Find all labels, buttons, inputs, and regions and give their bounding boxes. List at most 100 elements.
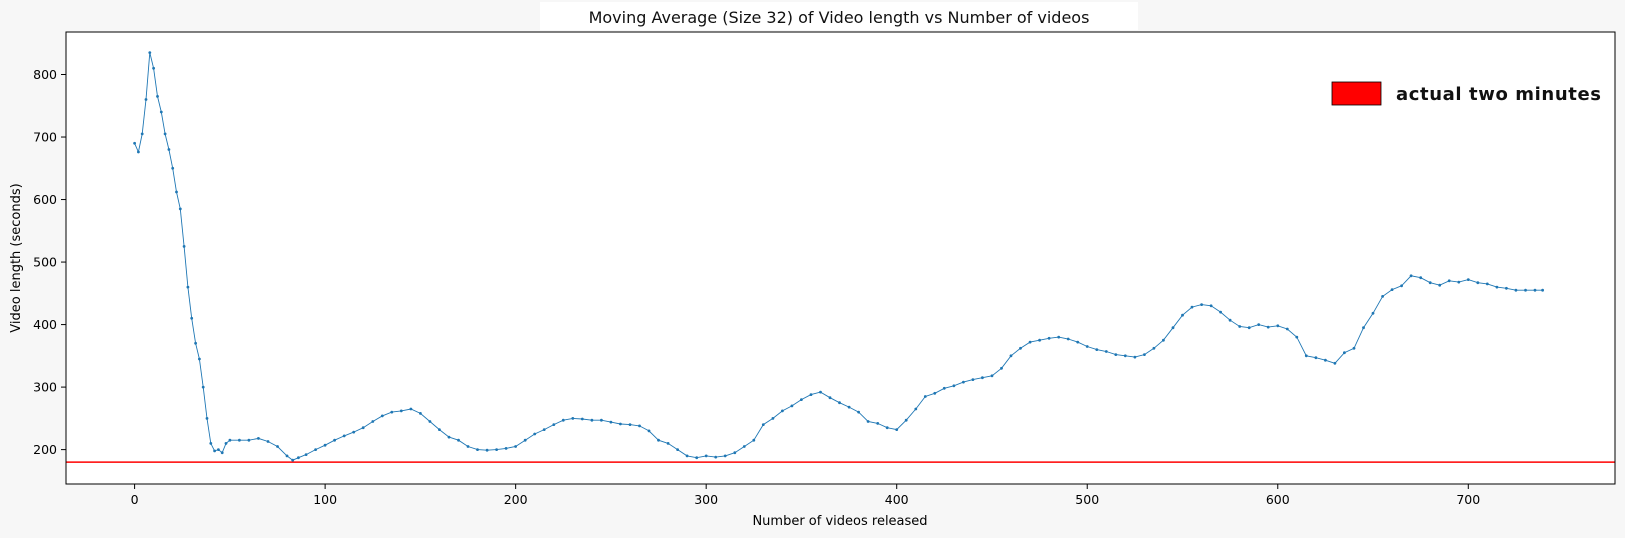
- data-point: [1114, 353, 1118, 356]
- data-point: [990, 374, 994, 378]
- data-point: [904, 418, 908, 422]
- data-point: [1028, 340, 1032, 344]
- data-point: [1095, 348, 1099, 351]
- data-point: [809, 393, 813, 396]
- data-point: [714, 455, 718, 459]
- data-point: [371, 420, 375, 423]
- data-point: [1162, 338, 1165, 342]
- data-point: [857, 410, 860, 414]
- data-point: [457, 438, 460, 442]
- data-point: [1524, 288, 1527, 292]
- data-point: [1228, 318, 1232, 322]
- data-point: [152, 66, 156, 70]
- data-point: [182, 245, 186, 248]
- data-point: [676, 448, 679, 451]
- data-point: [201, 385, 205, 389]
- data-point: [1352, 346, 1356, 350]
- data-point: [1409, 274, 1413, 278]
- data-point: [962, 380, 965, 384]
- data-point: [1085, 345, 1089, 348]
- plot-area: [66, 32, 1615, 484]
- data-point: [1143, 353, 1146, 356]
- data-point: [923, 395, 927, 398]
- data-point: [828, 396, 832, 400]
- data-point: [552, 423, 556, 426]
- data-point: [1038, 338, 1041, 342]
- data-point: [971, 378, 975, 381]
- data-point: [600, 418, 603, 422]
- y-axis-label: Video length (seconds): [9, 183, 24, 332]
- data-point: [1324, 358, 1327, 362]
- data-point: [323, 443, 327, 447]
- data-point: [1447, 279, 1451, 283]
- data-point: [213, 449, 217, 453]
- data-point: [175, 190, 178, 194]
- x-axis-label: Number of videos released: [752, 514, 927, 529]
- data-point: [380, 414, 384, 418]
- data-point: [1181, 313, 1184, 317]
- data-point: [1304, 354, 1308, 358]
- legend: actual two minutes: [1331, 81, 1602, 106]
- data-point: [247, 438, 251, 442]
- chart-title: Moving Average (Size 32) of Video length…: [589, 8, 1090, 27]
- data-point: [723, 454, 727, 458]
- data-point: [186, 285, 190, 289]
- data-point: [291, 458, 295, 462]
- y-tick-label: 800: [33, 67, 57, 82]
- data-point: [638, 424, 641, 428]
- data-point: [647, 429, 651, 433]
- data-point: [419, 412, 422, 415]
- data-point: [133, 141, 137, 145]
- data-point: [1438, 283, 1442, 287]
- legend-label: actual two minutes: [1396, 84, 1602, 105]
- data-point: [194, 341, 198, 345]
- data-point: [571, 417, 575, 420]
- data-point: [1171, 326, 1175, 330]
- data-point: [148, 51, 152, 54]
- data-point: [390, 410, 394, 414]
- data-point: [742, 445, 746, 448]
- data-point: [885, 426, 889, 430]
- data-point: [1076, 340, 1080, 344]
- data-point: [981, 376, 984, 380]
- data-point: [704, 454, 708, 458]
- data-point: [447, 435, 451, 439]
- data-point: [1209, 304, 1213, 308]
- data-point: [1495, 285, 1499, 289]
- data-point: [276, 445, 279, 448]
- y-tick-label: 700: [33, 130, 57, 145]
- data-point: [333, 438, 336, 442]
- data-point: [266, 440, 270, 443]
- data-point: [1266, 325, 1270, 329]
- data-point: [409, 407, 413, 411]
- data-point: [800, 398, 803, 401]
- x-tick-label: 0: [131, 492, 139, 507]
- data-point: [399, 409, 403, 413]
- data-point: [685, 454, 689, 458]
- data-point: [314, 448, 317, 451]
- data-point: [198, 357, 201, 361]
- data-point: [847, 405, 851, 409]
- data-point: [580, 417, 584, 421]
- data-point: [866, 420, 870, 423]
- data-point: [590, 418, 594, 422]
- data-point: [224, 442, 228, 445]
- data-point: [428, 420, 432, 423]
- data-point: [1381, 295, 1384, 298]
- data-point: [619, 422, 622, 426]
- data-point: [285, 454, 289, 458]
- data-point: [1104, 350, 1108, 353]
- data-point: [156, 95, 159, 98]
- data-point: [1276, 324, 1280, 328]
- data-point: [1009, 354, 1013, 358]
- data-point: [361, 426, 365, 430]
- data-point: [1123, 354, 1127, 358]
- data-point: [1219, 310, 1222, 314]
- data-point: [1295, 335, 1299, 339]
- data-point: [342, 434, 346, 438]
- data-point: [819, 390, 822, 394]
- data-point: [159, 110, 163, 114]
- data-point: [1505, 286, 1508, 290]
- data-point: [1333, 361, 1337, 365]
- y-tick-label: 200: [33, 442, 57, 457]
